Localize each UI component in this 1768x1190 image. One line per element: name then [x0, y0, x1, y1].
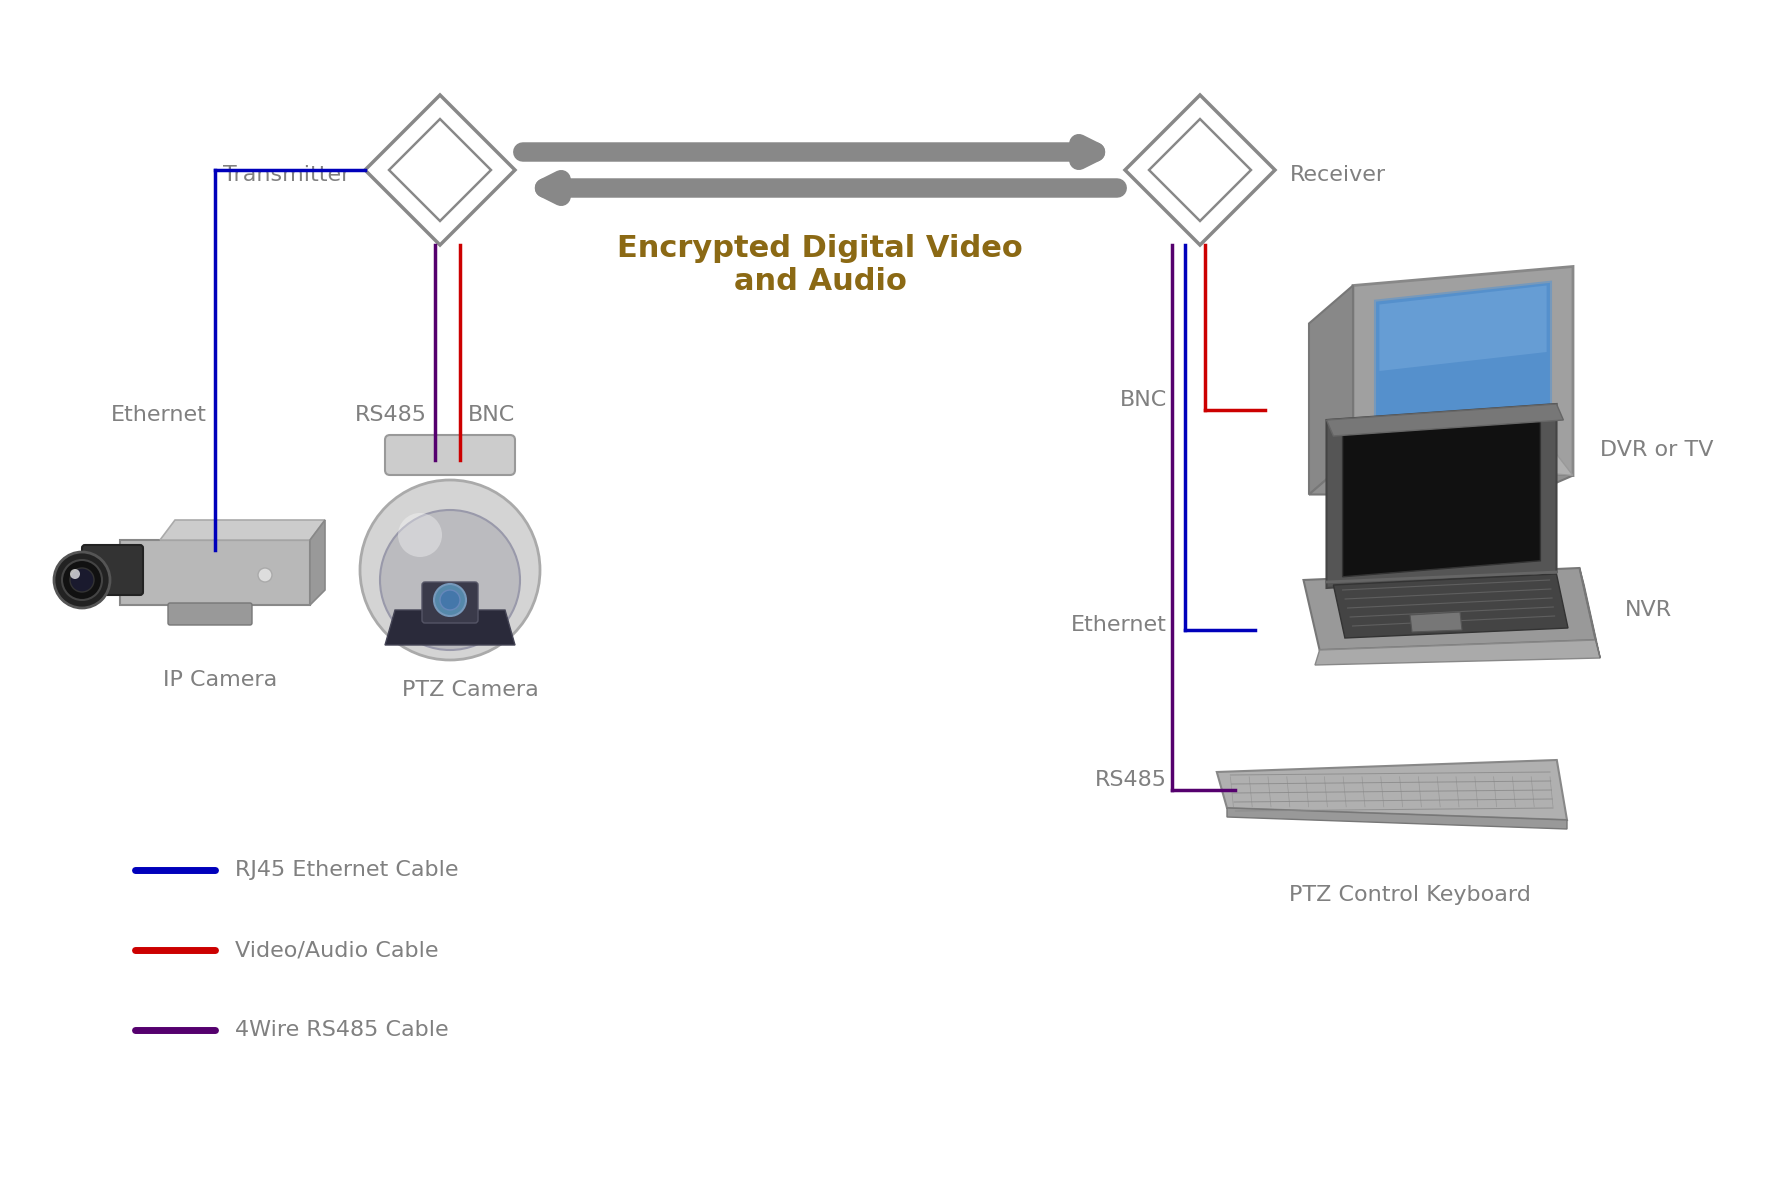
Circle shape [258, 568, 272, 582]
Text: PTZ Camera: PTZ Camera [401, 679, 539, 700]
Text: RS485: RS485 [355, 405, 428, 425]
Text: Encrypted Digital Video
and Audio: Encrypted Digital Video and Audio [617, 233, 1024, 296]
Circle shape [440, 590, 460, 610]
Text: PTZ Control Keyboard: PTZ Control Keyboard [1289, 885, 1531, 906]
Polygon shape [385, 610, 514, 645]
Polygon shape [120, 540, 309, 605]
Text: Video/Audio Cable: Video/Audio Cable [235, 940, 438, 960]
Circle shape [361, 480, 539, 660]
Text: RJ45 Ethernet Cable: RJ45 Ethernet Cable [235, 860, 458, 879]
Polygon shape [1326, 403, 1563, 436]
Text: 4Wire RS485 Cable: 4Wire RS485 Cable [235, 1020, 449, 1040]
Polygon shape [1303, 568, 1595, 650]
Text: BNC: BNC [469, 405, 514, 425]
Polygon shape [1353, 432, 1574, 476]
Text: RS485: RS485 [1094, 770, 1167, 790]
Polygon shape [1315, 640, 1600, 665]
Polygon shape [1308, 286, 1353, 495]
Circle shape [55, 552, 110, 608]
Polygon shape [1379, 286, 1547, 371]
FancyBboxPatch shape [385, 436, 514, 475]
Text: BNC: BNC [1119, 390, 1167, 411]
FancyBboxPatch shape [168, 603, 253, 625]
Text: DVR or TV: DVR or TV [1600, 440, 1713, 461]
Text: Receiver: Receiver [1291, 165, 1386, 184]
Polygon shape [1124, 95, 1275, 245]
FancyBboxPatch shape [81, 545, 143, 595]
Polygon shape [1342, 416, 1540, 577]
Polygon shape [1326, 403, 1556, 588]
Circle shape [62, 560, 103, 600]
Polygon shape [364, 95, 514, 245]
Polygon shape [1411, 457, 1455, 505]
Polygon shape [1353, 267, 1574, 476]
Polygon shape [1308, 457, 1574, 495]
Polygon shape [1216, 760, 1566, 820]
Polygon shape [1227, 808, 1566, 829]
Text: Ethernet: Ethernet [111, 405, 207, 425]
Text: Ethernet: Ethernet [1071, 615, 1167, 635]
Polygon shape [1376, 499, 1496, 519]
Polygon shape [1333, 574, 1568, 638]
Text: NVR: NVR [1625, 600, 1673, 620]
Circle shape [398, 513, 442, 557]
Circle shape [71, 569, 80, 580]
Polygon shape [159, 520, 325, 540]
Polygon shape [1579, 568, 1600, 658]
Polygon shape [309, 520, 325, 605]
Polygon shape [1376, 282, 1551, 447]
Text: IP Camera: IP Camera [163, 670, 278, 690]
Circle shape [71, 568, 94, 591]
Text: Transmitter: Transmitter [223, 165, 350, 184]
Polygon shape [1411, 612, 1462, 632]
FancyBboxPatch shape [423, 582, 477, 624]
Circle shape [380, 511, 520, 650]
Circle shape [433, 584, 467, 616]
